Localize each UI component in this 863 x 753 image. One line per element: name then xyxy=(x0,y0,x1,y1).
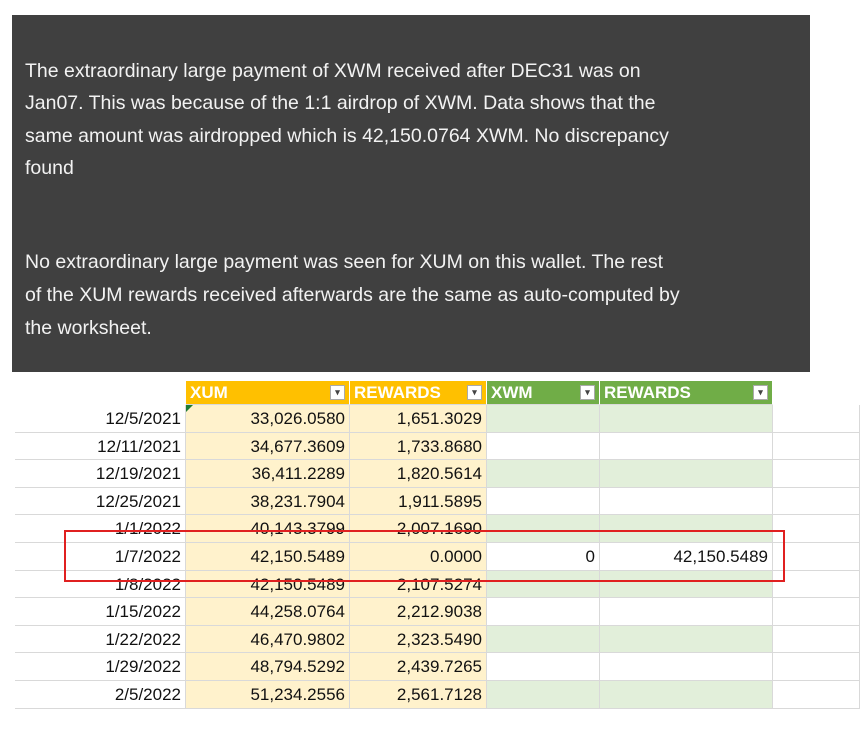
filter-button[interactable]: ▾ xyxy=(753,385,768,400)
column-header: XWM ▾ xyxy=(487,381,600,405)
note-line: same amount was airdropped which is 42,1… xyxy=(25,125,669,147)
note-line: The extraordinary large payment of XWM r… xyxy=(25,60,641,82)
empty-cell xyxy=(600,653,773,681)
table-cell: 36,411.2289 xyxy=(186,460,350,488)
table-cell: 42,150.5489 xyxy=(186,543,350,571)
comment-marker xyxy=(186,405,193,412)
filter-button[interactable]: ▾ xyxy=(330,385,345,400)
empty-cell xyxy=(487,460,600,488)
table-cell: 2,107.5274 xyxy=(350,570,487,599)
empty-cell xyxy=(773,432,860,461)
empty-cell xyxy=(600,432,773,461)
table-cell: 48,794.5292 xyxy=(186,653,350,681)
empty-cell xyxy=(773,543,860,571)
empty-cell xyxy=(600,625,773,654)
empty-cell xyxy=(487,625,600,654)
table-cell: 1,911.5895 xyxy=(350,487,487,516)
filter-button[interactable]: ▾ xyxy=(580,385,595,400)
note-line: found xyxy=(25,157,74,179)
column-header: REWARDS ▾ xyxy=(350,381,487,405)
empty-cell xyxy=(773,487,860,516)
empty-cell xyxy=(600,515,773,543)
empty-cell xyxy=(600,487,773,516)
table-cell: 12/5/2021 xyxy=(15,405,186,433)
table-cell: 2,561.7128 xyxy=(350,681,487,709)
empty-cell xyxy=(487,681,600,709)
note-box: The extraordinary large payment of XWM r… xyxy=(12,15,810,372)
empty-cell xyxy=(487,570,600,599)
table-cell: 2,323.5490 xyxy=(350,625,487,654)
note-line: No extraordinary large payment was seen … xyxy=(25,251,664,273)
table-cell: 42,150.5489 xyxy=(600,543,773,571)
empty-cell xyxy=(487,487,600,516)
table-cell: 34,677.3609 xyxy=(186,432,350,461)
column-header: REWARDS ▾ xyxy=(600,381,773,405)
empty-cell xyxy=(773,625,860,654)
note-line: of the XUM rewards received afterwards a… xyxy=(25,284,680,306)
table-cell: 1/1/2022 xyxy=(15,515,186,543)
empty-cell xyxy=(773,598,860,626)
table-cell: 42,150.5489 xyxy=(186,570,350,599)
table-cell: 2,439.7265 xyxy=(350,653,487,681)
filter-button[interactable]: ▾ xyxy=(467,385,482,400)
table-cell: 46,470.9802 xyxy=(186,625,350,654)
empty-cell xyxy=(487,405,600,433)
empty-cell xyxy=(600,598,773,626)
empty-cell xyxy=(773,460,860,488)
table-cell: 44,258.0764 xyxy=(186,598,350,626)
empty-cell xyxy=(600,405,773,433)
table-cell: 2/5/2022 xyxy=(15,681,186,709)
empty-cell xyxy=(773,515,860,543)
table-cell: 12/11/2021 xyxy=(15,432,186,461)
table-cell: 0.0000 xyxy=(350,543,487,571)
table-cell: 38,231.7904 xyxy=(186,487,350,516)
empty-cell xyxy=(600,570,773,599)
table-cell: 1/7/2022 xyxy=(15,543,186,571)
table-cell: 51,234.2556 xyxy=(186,681,350,709)
table-cell: 1/22/2022 xyxy=(15,625,186,654)
table-cell: 2,212.9038 xyxy=(350,598,487,626)
empty-cell xyxy=(487,515,600,543)
empty-cell xyxy=(487,598,600,626)
table-cell: 1/15/2022 xyxy=(15,598,186,626)
empty-cell xyxy=(600,460,773,488)
table-cell: 1,733.8680 xyxy=(350,432,487,461)
empty-cell xyxy=(487,432,600,461)
table-cell: 0 xyxy=(487,543,600,571)
note-line: Jan07. This was because of the 1:1 airdr… xyxy=(25,92,656,114)
empty-cell xyxy=(773,405,860,433)
table-cell: 40,143.3799 xyxy=(186,515,350,543)
empty-cell xyxy=(600,681,773,709)
empty-cell xyxy=(487,653,600,681)
table-cell: 1/8/2022 xyxy=(15,570,186,599)
table-cell: 2,007.1690 xyxy=(350,515,487,543)
note-line: the worksheet. xyxy=(25,317,152,339)
table-cell: 1,820.5614 xyxy=(350,460,487,488)
highlight-box xyxy=(64,530,785,582)
table-cell: 1,651.3029 xyxy=(350,405,487,433)
empty-cell xyxy=(773,570,860,599)
table-cell: 12/25/2021 xyxy=(15,487,186,516)
table-cell: 1/29/2022 xyxy=(15,653,186,681)
empty-cell xyxy=(773,681,860,709)
table-cell: 12/19/2021 xyxy=(15,460,186,488)
column-header: XUM ▾ xyxy=(186,381,350,405)
table-cell: 33,026.0580 xyxy=(186,405,350,433)
empty-cell xyxy=(773,653,860,681)
